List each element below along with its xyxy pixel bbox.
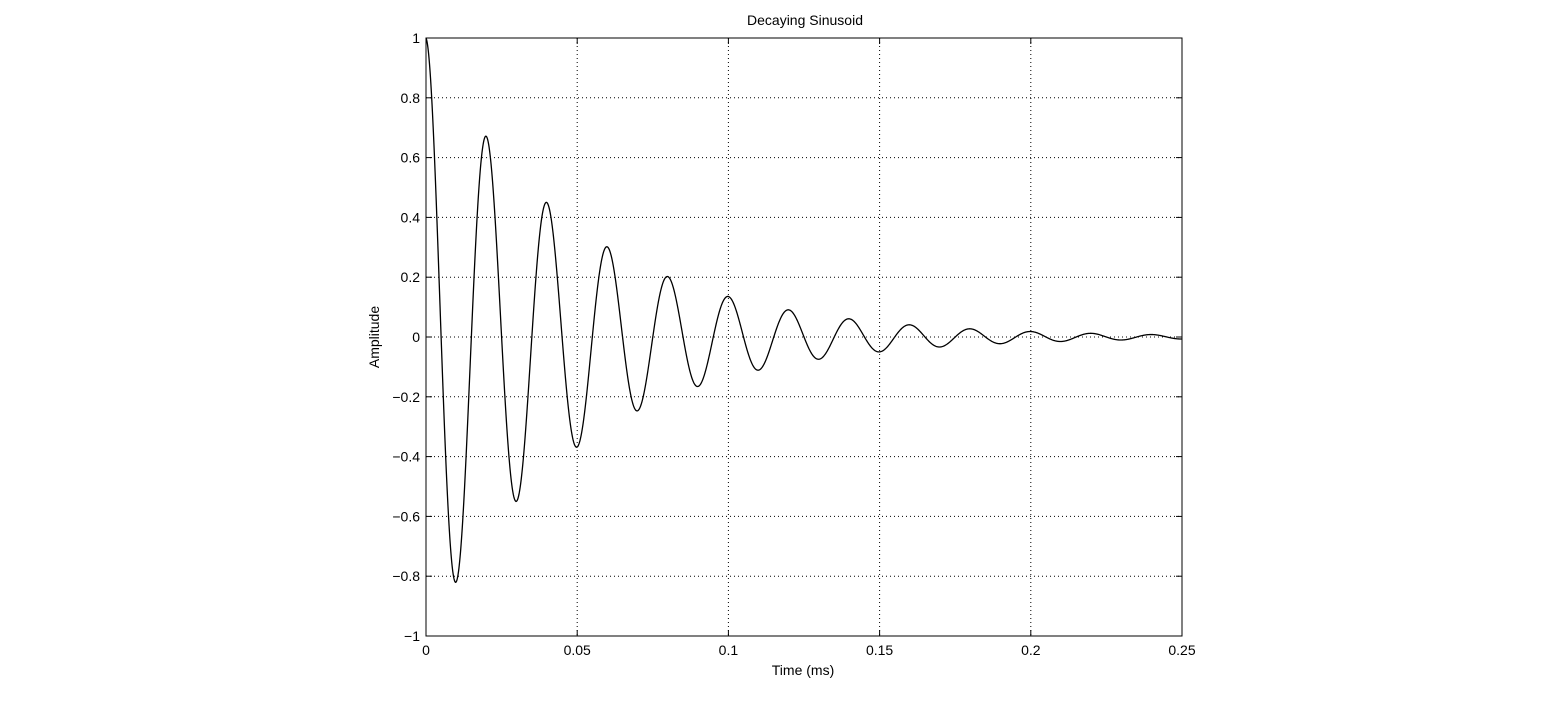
series-point bbox=[1000, 343, 1002, 345]
series-point bbox=[1090, 333, 1092, 335]
y-tick-label: 0.8 bbox=[401, 90, 421, 106]
series-point bbox=[788, 309, 790, 311]
chart-title: Decaying Sinusoid bbox=[747, 12, 863, 28]
y-tick-label: 0.6 bbox=[401, 150, 421, 166]
series-point bbox=[1181, 338, 1183, 340]
series-point bbox=[667, 276, 669, 278]
series-point bbox=[970, 328, 972, 330]
y-tick-label: −0.8 bbox=[392, 568, 420, 584]
y-tick-label: −1 bbox=[404, 628, 420, 644]
series-point bbox=[1060, 341, 1062, 343]
y-tick-label: −0.4 bbox=[392, 449, 420, 465]
y-axis-label: Amplitude bbox=[366, 306, 382, 368]
y-tick-label: 0.2 bbox=[401, 269, 421, 285]
series-point bbox=[1151, 334, 1153, 336]
series-point bbox=[909, 324, 911, 326]
series-point bbox=[1121, 339, 1123, 341]
x-tick-label: 0.15 bbox=[866, 642, 893, 658]
y-tick-label: 1 bbox=[412, 30, 420, 46]
series-point bbox=[546, 202, 548, 204]
x-tick-label: 0 bbox=[422, 642, 430, 658]
x-tick-label: 0.25 bbox=[1168, 642, 1195, 658]
series-point bbox=[486, 136, 488, 138]
series-point bbox=[637, 409, 639, 411]
series-point bbox=[455, 581, 457, 583]
plot-area-frame bbox=[425, 37, 1183, 637]
series-point bbox=[728, 296, 730, 298]
tick-labels: 0 0.05 0.1 0.15 0.2 0.25 −1 −0.8 −0.6 −0.4 −0.2 0 0.… bbox=[392, 30, 1195, 658]
y-tick-label: 0 bbox=[412, 329, 420, 345]
series-point bbox=[425, 37, 427, 39]
y-tick-label: 0.4 bbox=[401, 209, 421, 225]
series-point bbox=[849, 318, 851, 320]
series-point bbox=[939, 346, 941, 348]
y-tick-label: −0.2 bbox=[392, 389, 420, 405]
series-line-0 bbox=[425, 37, 1183, 583]
series-point bbox=[1030, 331, 1032, 333]
series-point bbox=[879, 351, 881, 353]
x-tick-label: 0.1 bbox=[719, 642, 739, 658]
series-point bbox=[516, 501, 518, 503]
series-point bbox=[576, 447, 578, 449]
series-point bbox=[697, 386, 699, 388]
x-tick-label: 0.05 bbox=[564, 642, 591, 658]
series-point bbox=[607, 247, 609, 249]
series-group bbox=[425, 37, 1183, 583]
y-tick-label: −0.6 bbox=[392, 508, 420, 524]
series-point bbox=[758, 369, 760, 371]
series-point bbox=[818, 358, 820, 360]
x-axis-label: Time (ms) bbox=[772, 662, 834, 678]
x-tick-label: 0.2 bbox=[1021, 642, 1041, 658]
